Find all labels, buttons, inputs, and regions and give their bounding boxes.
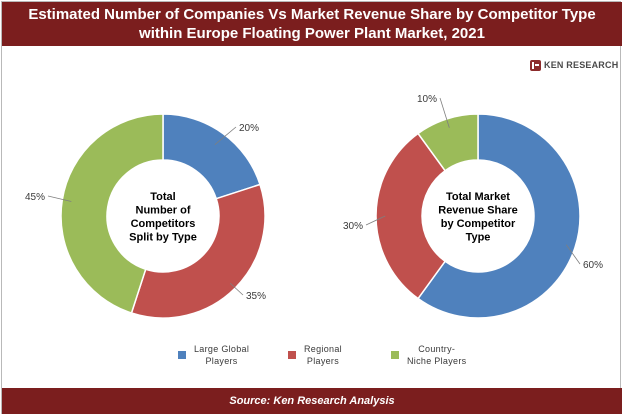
ken-research-logo-icon: [530, 59, 541, 71]
legend-swatch-country-niche: [391, 351, 399, 359]
legend-label-country-niche: Country- Niche Players: [407, 344, 467, 366]
leader-line-large-global: [565, 244, 581, 265]
leader-line-country-niche: [47, 195, 72, 202]
legend-label-regional: Regional Players: [304, 344, 342, 366]
data-label-country-niche: 10%: [417, 94, 437, 105]
donut-chart-competitors: 20% 35% 45% Total Number of Competitors Split …: [25, 113, 266, 319]
ken-research-logo: KEN RESEARCH: [530, 58, 618, 72]
center-label: Total Number of Competitors Split by Type: [129, 191, 197, 244]
center-label-line: Revenue Share: [438, 204, 517, 216]
donut-chart-revenue-share: 60% 30% 10% Total Market Revenue Share by Com…: [343, 94, 603, 319]
source-bar: Source: Ken Research Analysis: [2, 388, 622, 414]
legend-label-large-global: Large Global Players: [194, 344, 250, 366]
slice-country-niche: [416, 113, 479, 172]
slice-country-niche: [60, 113, 164, 314]
center-label-line: by Competitor: [441, 218, 516, 230]
data-label-large-global: 60%: [583, 260, 603, 271]
leader-line-country-niche: [439, 97, 450, 128]
center-label-line: Type: [466, 231, 491, 243]
slice-large-global: [416, 113, 581, 319]
data-label-regional: 30%: [343, 221, 363, 232]
legend-swatch-regional: [288, 351, 296, 359]
data-label-large-global: 20%: [239, 123, 259, 134]
leader-line-regional: [365, 215, 386, 226]
center-label-line: Total: [150, 191, 175, 203]
center-label-line: Number of: [136, 204, 191, 216]
source-text: Source: Ken Research Analysis: [229, 395, 395, 407]
center-label-line: Split by Type: [129, 231, 197, 243]
data-label-country-niche: 45%: [25, 192, 45, 203]
center-label: Total Market Revenue Share by Competitor Ty…: [438, 191, 517, 244]
legend-item-large-global: Large Global Players: [178, 341, 249, 369]
data-label-regional: 35%: [246, 291, 266, 302]
slice-regional: [375, 132, 447, 300]
center-label-line: Total Market: [446, 191, 510, 203]
legend-swatch-large-global: [178, 351, 186, 359]
center-label-line: Competitors: [131, 218, 196, 230]
leader-line-regional: [229, 282, 244, 296]
logo-text: KEN RESEARCH: [544, 60, 619, 70]
title-bar: Estimated Number of Companies Vs Market …: [2, 2, 622, 46]
leader-line-large-global: [214, 126, 237, 145]
chart-title: Estimated Number of Companies Vs Market …: [28, 6, 596, 42]
legend-item-regional: Regional Players: [288, 341, 342, 369]
legend-item-country-niche: Country- Niche Players: [391, 341, 466, 369]
